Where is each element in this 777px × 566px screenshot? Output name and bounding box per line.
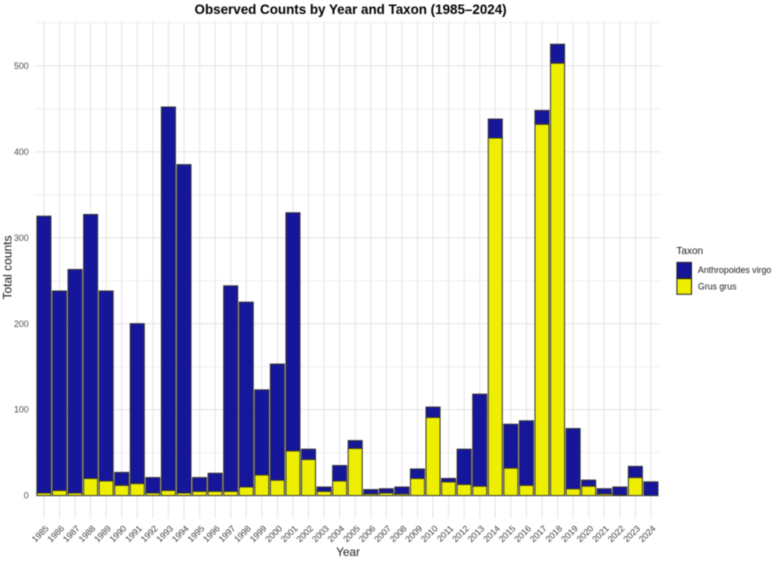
svg-text:100: 100 [14,405,29,415]
svg-text:200: 200 [14,319,29,329]
svg-text:Total counts: Total counts [1,235,15,299]
svg-text:400: 400 [14,147,29,157]
svg-text:Grus grus: Grus grus [698,281,737,291]
svg-text:Anthropoides virgo: Anthropoides virgo [698,265,771,275]
svg-text:Taxon: Taxon [676,246,703,257]
svg-text:500: 500 [14,61,29,71]
svg-text:300: 300 [14,233,29,243]
svg-text:Observed Counts by Year and Ta: Observed Counts by Year and Taxon (1985–… [195,2,507,17]
svg-text:0: 0 [24,491,29,501]
svg-text:Year: Year [336,545,360,559]
